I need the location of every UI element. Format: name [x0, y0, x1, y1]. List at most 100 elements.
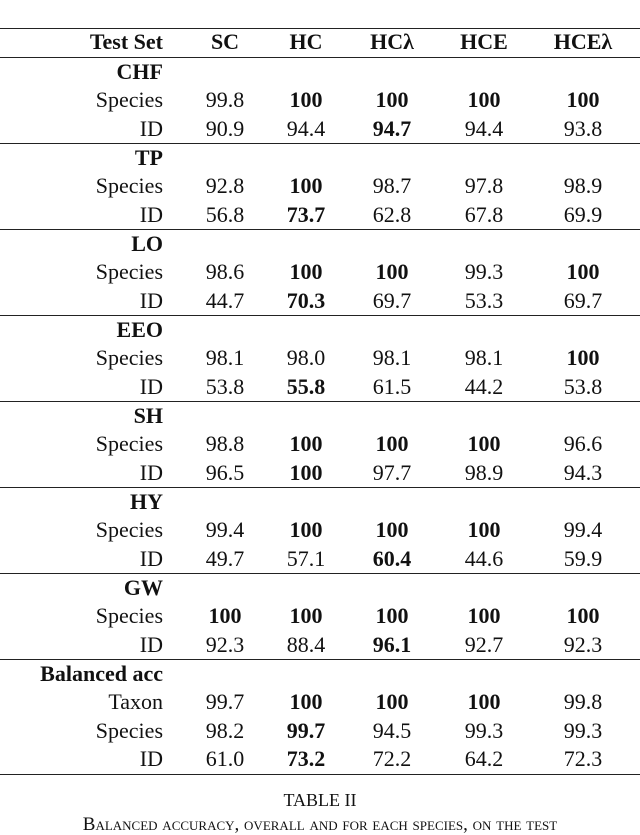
- cell: 72.3: [563, 746, 603, 771]
- cell: 100: [289, 431, 323, 456]
- cell: 92.7: [464, 631, 504, 657]
- section-title: SH: [133, 403, 163, 428]
- row-label: ID: [139, 545, 163, 571]
- row-label: Species: [95, 431, 163, 456]
- cell: 98.1: [205, 345, 245, 370]
- section-title: CHF: [116, 59, 163, 84]
- cell: 98.7: [372, 173, 412, 198]
- cell: 98.1: [372, 345, 412, 370]
- rule: [0, 229, 640, 230]
- cell: 88.4: [286, 631, 326, 657]
- column-header: HCE: [460, 29, 508, 54]
- cell: 96.1: [372, 631, 412, 657]
- cell: 100: [566, 345, 600, 370]
- rule: [0, 487, 640, 488]
- cell: 100: [375, 259, 409, 284]
- cell: 73.2: [286, 746, 326, 771]
- row-label: Species: [95, 717, 163, 743]
- cell: 94.5: [372, 717, 412, 743]
- cell: 97.7: [372, 459, 412, 485]
- cell: 99.4: [205, 517, 245, 542]
- cell: 100: [208, 603, 242, 628]
- cell: 94.3: [563, 459, 603, 485]
- cell: 100: [289, 87, 323, 112]
- cell: 100: [289, 459, 323, 485]
- cell: 100: [566, 259, 600, 284]
- cell: 100: [467, 87, 501, 112]
- cell: 98.0: [286, 345, 326, 370]
- cell: 92.3: [205, 631, 245, 657]
- rule: [0, 57, 640, 58]
- rule: [0, 774, 640, 775]
- cell: 96.5: [205, 459, 245, 485]
- cell: 55.8: [286, 373, 326, 399]
- row-label: ID: [139, 115, 163, 141]
- cell: 98.8: [205, 431, 245, 456]
- cell: 100: [289, 517, 323, 542]
- section-title: Balanced acc: [40, 661, 163, 686]
- cell: 57.1: [286, 545, 326, 571]
- rule: [0, 659, 640, 660]
- cell: 100: [467, 517, 501, 542]
- cell: 73.7: [286, 201, 326, 227]
- cell: 98.9: [464, 459, 504, 485]
- row-label: ID: [139, 373, 163, 399]
- column-header: Test Set: [89, 29, 163, 54]
- cell: 61.0: [205, 746, 245, 771]
- cell: 100: [375, 689, 409, 714]
- cell: 94.4: [286, 115, 326, 141]
- cell: 69.7: [563, 287, 603, 313]
- cell: 44.6: [464, 545, 504, 571]
- cell: 99.8: [563, 689, 603, 714]
- caption-text: Balanced accuracy, overall and for each …: [82, 814, 558, 835]
- cell: 100: [467, 603, 501, 628]
- cell: 100: [566, 87, 600, 112]
- cell: 59.9: [563, 545, 603, 571]
- row-label: Species: [95, 603, 163, 628]
- cell: 69.9: [563, 201, 603, 227]
- row-label: Species: [95, 173, 163, 198]
- cell: 100: [467, 689, 501, 714]
- cell: 99.4: [563, 517, 603, 542]
- cell: 60.4: [372, 545, 412, 571]
- column-header: HCλ: [370, 29, 414, 54]
- section-title: EEO: [116, 317, 163, 342]
- cell: 100: [289, 259, 323, 284]
- row-label: ID: [139, 631, 163, 657]
- cell: 62.8: [372, 201, 412, 227]
- section-title: TP: [134, 145, 163, 170]
- cell: 93.8: [563, 115, 603, 141]
- table-label: TABLE II: [283, 790, 357, 810]
- row-label: ID: [139, 746, 163, 771]
- cell: 100: [289, 689, 323, 714]
- cell: 72.2: [372, 746, 412, 771]
- cell: 56.8: [205, 201, 245, 227]
- cell: 99.3: [563, 717, 603, 743]
- cell: 100: [566, 603, 600, 628]
- cell: 99.7: [205, 689, 245, 714]
- row-label: Species: [95, 517, 163, 542]
- cell: 98.2: [205, 717, 245, 743]
- cell: 94.4: [464, 115, 504, 141]
- cell: 100: [467, 431, 501, 456]
- cell: 90.9: [205, 115, 245, 141]
- cell: 61.5: [372, 373, 412, 399]
- cell: 99.8: [205, 87, 245, 112]
- column-header: SC: [210, 29, 240, 54]
- cell: 53.3: [464, 287, 504, 313]
- cell: 100: [375, 517, 409, 542]
- cell: 100: [375, 87, 409, 112]
- row-label: Species: [95, 345, 163, 370]
- cell: 44.2: [464, 373, 504, 399]
- cell: 92.8: [205, 173, 245, 198]
- cell: 44.7: [205, 287, 245, 313]
- cell: 94.7: [372, 115, 412, 141]
- cell: 97.8: [464, 173, 504, 198]
- rule: [0, 315, 640, 316]
- section-title: HY: [130, 489, 163, 514]
- cell: 69.7: [372, 287, 412, 313]
- rule: [0, 28, 640, 29]
- row-label: ID: [139, 287, 163, 313]
- rule: [0, 143, 640, 144]
